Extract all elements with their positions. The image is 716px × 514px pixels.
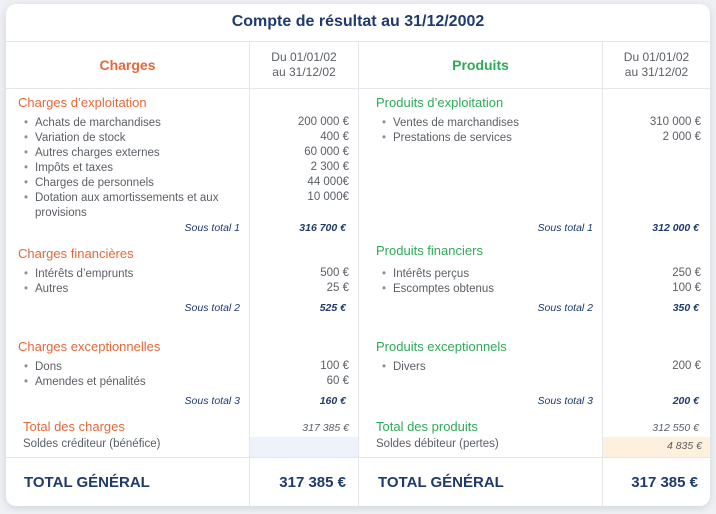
total-produits-label: Total des produits xyxy=(376,419,478,434)
solde-crediteur-cell xyxy=(250,437,358,457)
item-amount: 2 000 € xyxy=(662,131,701,143)
grand-total-value-left: 317 385 € xyxy=(279,474,346,491)
list-item: • Intérêts perçus xyxy=(382,268,470,280)
item-amount: 2 300 € xyxy=(310,161,349,173)
subtotal-label: Sous total 3 xyxy=(184,395,240,407)
solde-debiteur-cell: 4 835 € xyxy=(603,437,710,457)
item-amount: 100 € xyxy=(320,360,349,372)
period-start: Du 01/01/02 xyxy=(271,50,337,64)
subtotal-value: 525 € xyxy=(319,302,346,314)
item-amount: 25 € xyxy=(326,282,349,294)
solde-debiteur-label: Soldes débiteur (pertes) xyxy=(376,438,499,450)
list-item: • Autres xyxy=(24,283,69,295)
subtotal-label: Sous total 3 xyxy=(537,395,593,407)
footer-divider xyxy=(6,457,710,458)
item-amount: 44 000€ xyxy=(307,176,349,188)
item-amount: 60 € xyxy=(326,375,349,387)
item-amount: 200 000 € xyxy=(297,116,349,128)
column-divider xyxy=(358,42,359,506)
list-item: • Prestations de services xyxy=(382,132,512,144)
header-produits: Produits xyxy=(452,57,509,73)
list-item: • Dons xyxy=(24,361,62,373)
section-produits-exploitation: Produits d’exploitation xyxy=(376,95,504,110)
header-charges: Charges xyxy=(99,57,156,73)
list-item: • Autres charges externes xyxy=(24,147,160,159)
subtotal-value: 350 € xyxy=(672,302,699,314)
total-charges-value: 317 385 € xyxy=(302,422,349,434)
item-amount: 100 € xyxy=(672,282,701,294)
list-item: • Amendes et pénalités xyxy=(24,376,146,388)
subtotal-label: Sous total 2 xyxy=(537,302,593,314)
list-item: • Achats de marchandises xyxy=(24,117,161,129)
subtotal-value: 312 000 € xyxy=(652,222,699,234)
income-statement-card: Compte de résultat au 31/12/2002 Charges… xyxy=(6,4,710,506)
column-divider xyxy=(602,42,603,506)
list-item: • Divers xyxy=(382,361,426,373)
page-title: Compte de résultat au 31/12/2002 xyxy=(6,4,710,42)
subtotal-value: 160 € xyxy=(319,395,346,407)
item-amount: 400 € xyxy=(320,131,349,143)
list-item: • Escomptes obtenus xyxy=(382,283,495,295)
list-item: • Impôts et taxes xyxy=(24,162,113,174)
item-amount: 60 000 € xyxy=(304,146,349,158)
item-amount: 250 € xyxy=(672,267,701,279)
list-item: • Intérêts d’emprunts xyxy=(24,268,134,280)
subtotal-label: Sous total 1 xyxy=(184,222,240,234)
solde-debiteur-value: 4 835 € xyxy=(666,440,702,452)
section-produits-financiers: Produits financiers xyxy=(376,243,483,258)
section-charges-exploitation: Charges d’exploitation xyxy=(18,95,147,110)
total-charges-label: Total des charges xyxy=(23,419,125,434)
subtotal-label: Sous total 1 xyxy=(537,222,593,234)
grand-total-value-right: 317 385 € xyxy=(631,474,698,491)
grand-total-label-left: TOTAL GÉNÉRAL xyxy=(24,474,150,491)
list-item: • Charges de personnels xyxy=(24,177,154,189)
period-end: au 31/12/02 xyxy=(624,65,689,79)
solde-crediteur-label: Soldes créditeur (bénéfice) xyxy=(23,438,161,450)
subtotal-label: Sous total 2 xyxy=(184,302,240,314)
subtotal-value: 316 700 € xyxy=(299,222,346,234)
column-divider xyxy=(249,42,250,506)
section-charges-financieres: Charges financières xyxy=(18,246,134,261)
section-produits-exceptionnels: Produits exceptionnels xyxy=(376,339,507,354)
section-charges-exceptionnelles: Charges exceptionnelles xyxy=(18,339,161,354)
list-item: • Dotation aux amortissements et aux prov… xyxy=(24,192,219,219)
item-amount: 10 000€ xyxy=(307,191,349,203)
grand-total-label-right: TOTAL GÉNÉRAL xyxy=(378,474,504,491)
list-item: • Ventes de marchandises xyxy=(382,117,519,129)
item-amount: 500 € xyxy=(320,267,349,279)
item-amount: 310 000 € xyxy=(649,116,701,128)
header-period-produits: Du 01/01/02 au 31/12/02 xyxy=(603,42,710,88)
header-divider xyxy=(6,88,710,89)
header-period-charges: Du 01/01/02 au 31/12/02 xyxy=(250,42,358,88)
subtotal-value: 200 € xyxy=(672,395,699,407)
item-amount: 200 € xyxy=(672,360,701,372)
period-end: au 31/12/02 xyxy=(272,65,336,79)
period-start: Du 01/01/02 xyxy=(623,50,690,64)
total-produits-value: 312 550 € xyxy=(652,422,699,434)
list-item: • Variation de stock xyxy=(24,132,126,144)
